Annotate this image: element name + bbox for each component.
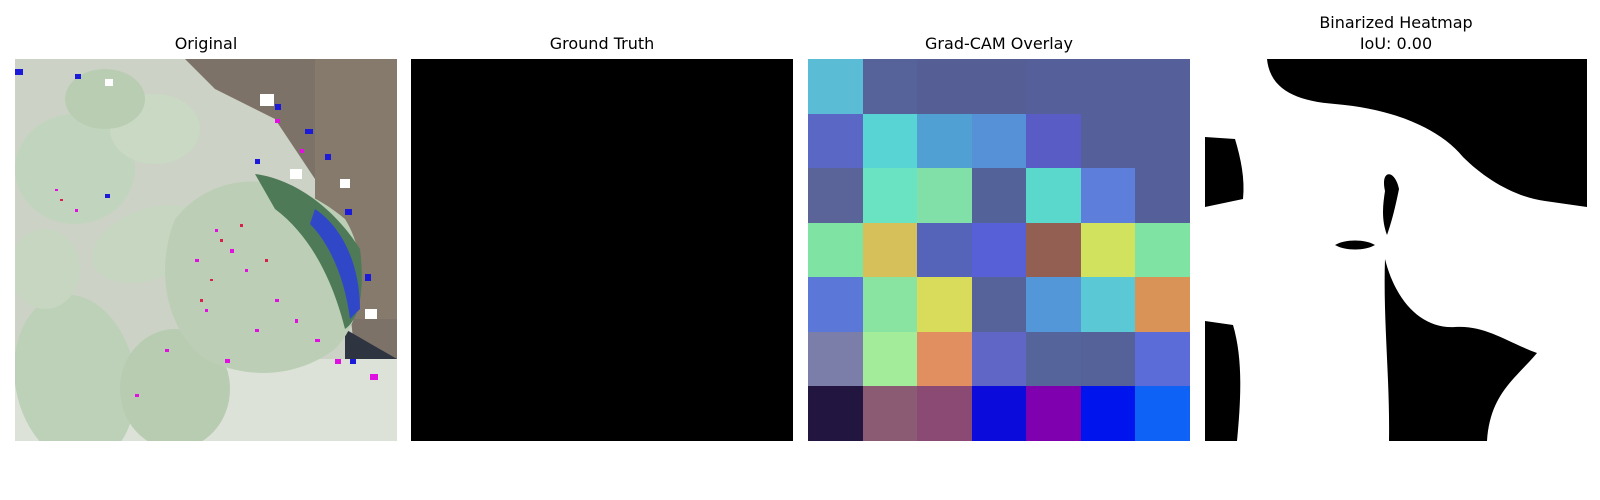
gradcam-cell (1135, 113, 1190, 169)
gradcam-cell (808, 168, 863, 223)
ground-truth-title: Ground Truth (549, 34, 655, 53)
gradcam-cell (1080, 59, 1136, 114)
gradcam-cell (808, 331, 863, 387)
gradcam-cell (1026, 59, 1081, 114)
gradcam-cell (1026, 277, 1081, 332)
gradcam-cell (971, 277, 1027, 332)
gradcam-cell (1080, 277, 1136, 332)
gradcam-cell (971, 331, 1027, 387)
gradcam-cell (917, 277, 972, 332)
gradcam-cell (808, 277, 863, 332)
gradcam-cell (808, 222, 863, 278)
gradcam-cell (1135, 222, 1190, 278)
gradcam-cell (808, 59, 863, 114)
gradcam-cell (917, 222, 972, 278)
gradcam-cell (1135, 168, 1190, 223)
gradcam-cell (1135, 277, 1190, 332)
gradcam-overlay-image (808, 59, 1190, 441)
leaf-photo (15, 59, 397, 441)
gradcam-cell (1135, 59, 1190, 114)
gradcam-cell (1026, 222, 1081, 278)
original-image (15, 59, 397, 441)
gradcam-cell (1080, 168, 1136, 223)
original-title: Original (174, 34, 238, 53)
binarized-heatmap-image (1205, 59, 1587, 441)
gradcam-cell (1080, 113, 1136, 169)
original-panel: Original (15, 0, 397, 500)
gradcam-panel: Grad-CAM Overlay (808, 0, 1190, 500)
gradcam-cell (1080, 331, 1136, 387)
iou-label: IoU: 0.00 (1359, 34, 1433, 53)
binarized-title: Binarized Heatmap (1319, 13, 1473, 32)
ground-truth-mask (411, 59, 793, 441)
gradcam-cell (917, 113, 972, 169)
gradcam-cell (1080, 222, 1136, 278)
gradcam-cell (971, 59, 1027, 114)
gradcam-cell (917, 331, 972, 387)
binary-mask (1205, 59, 1587, 441)
gradcam-cell (971, 386, 1027, 441)
gradcam-cell (808, 113, 863, 169)
gradcam-cell (1026, 113, 1081, 169)
gradcam-cell (862, 331, 918, 387)
gradcam-cell (917, 168, 972, 223)
gradcam-cell (862, 168, 918, 223)
gradcam-cell (971, 168, 1027, 223)
ground-truth-panel: Ground Truth (411, 0, 793, 500)
gradcam-cell (862, 59, 918, 114)
gradcam-cell (1080, 386, 1136, 441)
gradcam-cell (1026, 386, 1081, 441)
gradcam-title: Grad-CAM Overlay (925, 34, 1073, 53)
gradcam-cell (1135, 386, 1190, 441)
gradcam-cell (862, 222, 918, 278)
gradcam-cell (917, 386, 972, 441)
gradcam-grid (808, 59, 1190, 441)
gradcam-cell (1026, 168, 1081, 223)
gradcam-cell (862, 386, 918, 441)
gradcam-cell (971, 113, 1027, 169)
gradcam-cell (808, 386, 863, 441)
binarized-panel: Binarized Heatmap IoU: 0.00 (1205, 0, 1587, 500)
gradcam-cell (862, 113, 918, 169)
gradcam-cell (917, 59, 972, 114)
gradcam-cell (862, 277, 918, 332)
gradcam-cell (1026, 331, 1081, 387)
gradcam-cell (1135, 331, 1190, 387)
gradcam-cell (971, 222, 1027, 278)
